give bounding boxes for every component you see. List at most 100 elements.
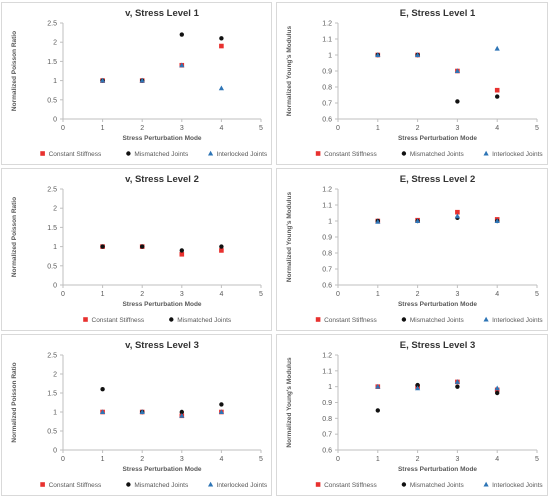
- x-tick-label: 3: [455, 125, 459, 132]
- panel-border: [276, 2, 548, 165]
- y-tick-label: 0.6: [322, 283, 332, 290]
- panel-border: [1, 168, 272, 331]
- chart-panel: v, Stress Level 1 0 0.5 1 1.5 2 2.5 0 1 2 3 4 5 Stres…: [1, 2, 272, 165]
- y-tick-label: 1.1: [322, 37, 332, 44]
- data-point: [494, 87, 500, 93]
- x-axis-label: Stress Perturbation Mode: [122, 466, 201, 473]
- legend-marker: [40, 482, 45, 487]
- data-point: [100, 387, 105, 392]
- x-axis-label: Stress Perturbation Mode: [398, 301, 477, 308]
- y-tick-label: 0.5: [47, 97, 57, 104]
- data-point: [139, 409, 145, 414]
- legend-marker: [126, 482, 131, 487]
- legend-marker: [315, 482, 321, 487]
- legend-marker: [208, 481, 214, 487]
- y-tick-label: 2: [53, 206, 57, 213]
- chart-panel: E, Stress Level 2 0.6 0.7 0.8 0.9 1 1.1 1.2 0 1 2 3…: [276, 168, 548, 331]
- legend-label: Interlocked Joints: [217, 482, 268, 489]
- data-point: [375, 219, 381, 224]
- data-point: [219, 402, 224, 407]
- data-point: [219, 248, 224, 253]
- legend-label: Mismatched Joints: [410, 317, 465, 324]
- legend-label: Mismatched Joints: [177, 317, 232, 324]
- data-point: [179, 62, 185, 68]
- chart-panel: E, Stress Level 1 0.6 0.7 0.8 0.9 1 1.1 1.2 0 1 2 3…: [276, 2, 548, 165]
- legend-marker: [83, 317, 88, 322]
- data-point: [415, 52, 421, 57]
- x-tick-label: 1: [376, 456, 380, 463]
- x-tick-label: 4: [495, 125, 499, 132]
- panel-border: [276, 334, 548, 496]
- data-point: [375, 408, 380, 413]
- y-tick-label: 0.8: [322, 251, 332, 258]
- data-point: [375, 383, 381, 389]
- x-tick-label: 4: [219, 456, 223, 463]
- x-tick-label: 0: [336, 456, 340, 463]
- x-axis-label: Stress Perturbation Mode: [122, 301, 201, 308]
- x-tick-label: 0: [61, 125, 65, 132]
- x-tick-label: 5: [259, 125, 263, 132]
- y-tick-label: 2.5: [47, 21, 57, 28]
- chart-title: v, Stress Level 2: [125, 174, 199, 185]
- y-tick-label: 0.7: [322, 432, 332, 439]
- data-point: [495, 94, 500, 99]
- data-point: [219, 36, 224, 41]
- x-tick-label: 5: [535, 291, 539, 298]
- data-point: [218, 409, 224, 414]
- data-point: [375, 52, 381, 57]
- y-tick-label: 0.9: [322, 400, 332, 407]
- data-point: [218, 85, 224, 91]
- x-axis-label: Stress Perturbation Mode: [122, 135, 201, 142]
- y-tick-label: 0.7: [322, 267, 332, 274]
- y-tick-label: 2: [53, 372, 57, 379]
- data-point: [219, 244, 224, 249]
- x-tick-label: 0: [336, 125, 340, 132]
- data-point: [100, 409, 106, 414]
- x-tick-label: 3: [180, 456, 184, 463]
- y-tick-label: 1: [328, 384, 332, 391]
- x-tick-label: 2: [140, 125, 144, 132]
- y-tick-label: 1.2: [322, 187, 332, 194]
- y-tick-label: 0: [53, 117, 57, 124]
- y-axis-label: Normalized Young's Modulus: [286, 357, 293, 448]
- data-point: [415, 218, 421, 223]
- legend-label: Interlocked Joints: [492, 151, 543, 158]
- y-tick-label: 2: [53, 40, 57, 47]
- y-axis-label: Normalized Young's Modulus: [286, 192, 293, 283]
- data-point: [100, 244, 105, 249]
- legend-marker: [208, 150, 214, 156]
- y-tick-label: 0: [53, 283, 57, 290]
- x-axis-label: Stress Perturbation Mode: [398, 466, 477, 473]
- legend-marker: [483, 316, 489, 322]
- x-tick-label: 3: [180, 291, 184, 298]
- y-tick-label: 0.6: [322, 117, 332, 124]
- x-tick-label: 5: [535, 456, 539, 463]
- panel-border: [1, 334, 272, 496]
- y-tick-label: 1.1: [322, 203, 332, 210]
- data-point: [179, 413, 185, 418]
- y-tick-label: 1.2: [322, 21, 332, 28]
- data-point: [454, 68, 460, 73]
- y-tick-label: 0.9: [322, 235, 332, 242]
- y-tick-label: 0.8: [322, 85, 332, 92]
- legend-label: Mismatched Joints: [410, 482, 465, 489]
- data-point: [495, 390, 500, 396]
- data-point: [454, 213, 460, 219]
- y-tick-label: 2.5: [47, 187, 57, 194]
- x-axis-label: Stress Perturbation Mode: [398, 135, 477, 142]
- x-tick-label: 1: [376, 125, 380, 132]
- data-point: [415, 382, 420, 388]
- y-tick-label: 1.5: [47, 59, 57, 66]
- y-tick-label: 0.5: [47, 263, 57, 270]
- data-point: [454, 379, 460, 384]
- data-point: [100, 77, 106, 83]
- legend-marker: [401, 151, 407, 156]
- x-tick-label: 2: [416, 125, 420, 132]
- y-tick-label: 1.2: [322, 353, 332, 360]
- chart-panel: E, Stress Level 3 0.6 0.7 0.8 0.9 1 1.1 1.2 0 1 2 3…: [276, 334, 548, 496]
- legend-marker: [40, 151, 45, 156]
- legend-label: Mismatched Joints: [134, 151, 189, 158]
- data-point: [494, 385, 500, 391]
